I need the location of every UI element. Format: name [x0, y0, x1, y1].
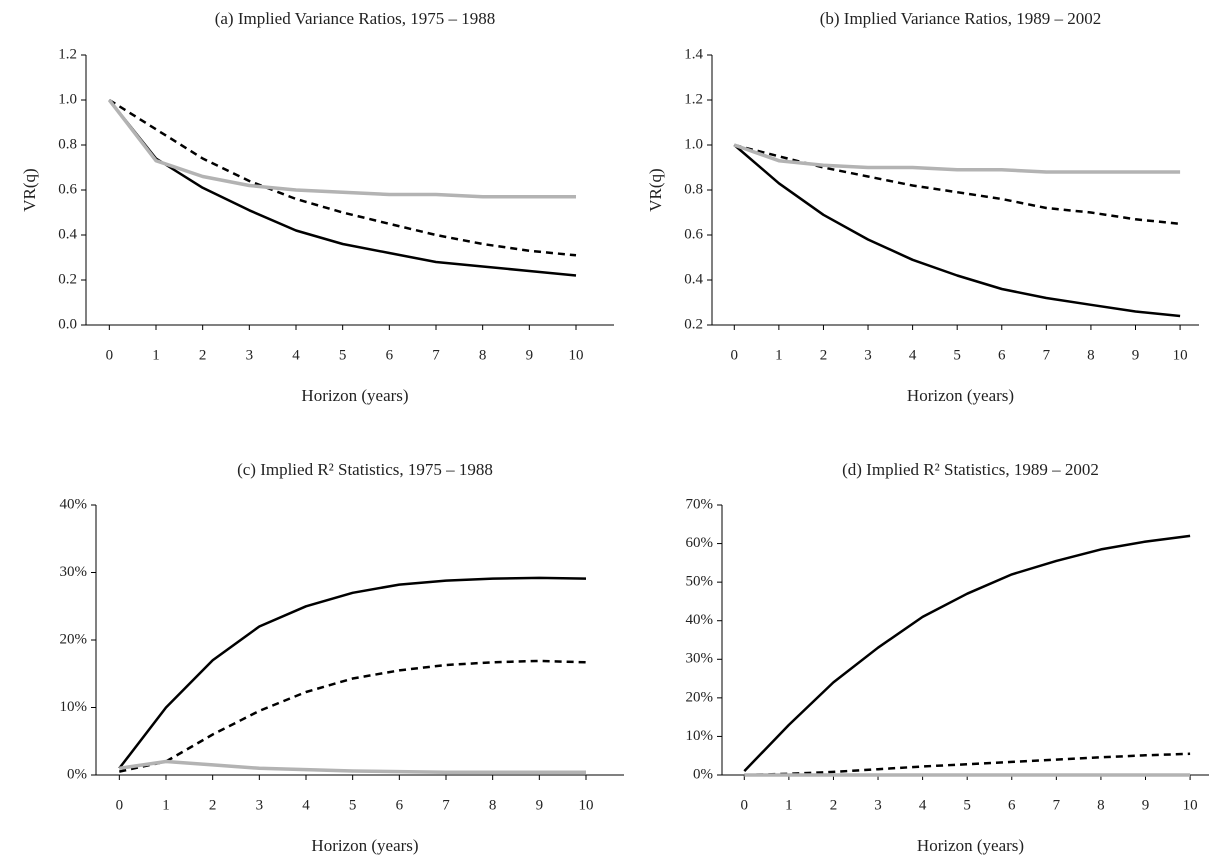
x-tick-label: 5 [339, 347, 347, 363]
x-tick-label: 3 [864, 347, 872, 363]
y-tick-label: 0.8 [58, 136, 77, 152]
y-tick-label: 20% [686, 689, 714, 705]
y-tick-label: 0.2 [58, 271, 77, 287]
y-axis-label: VR(q) [20, 168, 39, 211]
y-tick-label: 1.0 [58, 91, 77, 107]
x-tick-label: 3 [246, 347, 254, 363]
chart-title: (b) Implied Variance Ratios, 1989 – 2002 [820, 9, 1102, 28]
y-tick-label: 20% [60, 631, 88, 647]
series-line [733, 144, 1181, 318]
series-line [108, 99, 577, 277]
x-tick-label: 7 [432, 347, 440, 363]
series-line [107, 98, 576, 199]
x-tick-label: 4 [292, 347, 300, 363]
x-tick-label: 3 [874, 797, 882, 813]
x-tick-label: 7 [1053, 797, 1061, 813]
x-tick-label: 10 [579, 797, 594, 813]
y-tick-label: 30% [686, 651, 714, 667]
y-axis-label: VR(q) [646, 168, 665, 211]
x-tick-label: 0 [741, 797, 749, 813]
series-line [744, 752, 1191, 777]
y-tick-label: 0.4 [684, 271, 703, 287]
y-tick-label: 60% [686, 535, 714, 551]
x-tick-label: 6 [998, 347, 1006, 363]
x-tick-label: 0 [106, 347, 114, 363]
x-tick-label: 7 [442, 797, 450, 813]
y-tick-label: 0% [693, 766, 713, 782]
x-tick-label: 8 [1087, 347, 1095, 363]
x-tick-label: 5 [963, 797, 971, 813]
x-tick-label: 4 [919, 797, 927, 813]
x-tick-label: 10 [1173, 347, 1188, 363]
x-tick-label: 0 [116, 797, 124, 813]
y-tick-label: 40% [686, 612, 714, 628]
y-tick-label: 0.6 [684, 226, 703, 242]
y-tick-label: 1.2 [58, 46, 77, 62]
x-tick-label: 5 [953, 347, 961, 363]
y-tick-label: 0.6 [58, 181, 77, 197]
y-tick-label: 0% [67, 766, 87, 782]
chart-title: (c) Implied R² Statistics, 1975 – 1988 [237, 460, 493, 479]
series-line [119, 759, 586, 775]
x-tick-label: 6 [396, 797, 404, 813]
x-tick-label: 3 [256, 797, 264, 813]
x-tick-label: 1 [162, 797, 170, 813]
x-tick-label: 9 [526, 347, 534, 363]
x-tick-label: 5 [349, 797, 357, 813]
y-tick-label: 50% [686, 574, 714, 590]
x-tick-label: 7 [1043, 347, 1051, 363]
y-tick-label: 0.2 [684, 316, 703, 332]
series-line [743, 534, 1191, 772]
y-tick-label: 70% [686, 496, 714, 512]
x-tick-label: 10 [569, 347, 584, 363]
y-tick-label: 1.4 [684, 46, 703, 62]
y-tick-label: 10% [60, 699, 88, 715]
x-tick-label: 1 [775, 347, 783, 363]
x-tick-label: 2 [820, 347, 828, 363]
x-axis-label: Horizon (years) [301, 386, 408, 405]
y-tick-label: 10% [686, 728, 714, 744]
y-tick-label: 0.0 [58, 316, 77, 332]
y-tick-label: 0.4 [58, 226, 77, 242]
x-tick-label: 8 [489, 797, 497, 813]
x-axis-label: Horizon (years) [311, 836, 418, 855]
y-tick-label: 30% [60, 564, 88, 580]
series-line [733, 143, 1181, 226]
x-tick-label: 4 [302, 797, 310, 813]
x-tick-label: 0 [731, 347, 739, 363]
x-axis-label: Horizon (years) [917, 836, 1024, 855]
y-tick-label: 40% [60, 496, 88, 512]
x-tick-label: 4 [909, 347, 917, 363]
x-tick-label: 1 [152, 347, 160, 363]
x-tick-label: 9 [1142, 797, 1150, 813]
chart-title: (a) Implied Variance Ratios, 1975 – 1988 [215, 9, 496, 28]
x-tick-label: 2 [209, 797, 217, 813]
x-tick-label: 6 [386, 347, 394, 363]
x-tick-label: 10 [1183, 797, 1198, 813]
series-line [119, 659, 587, 773]
x-tick-label: 1 [785, 797, 793, 813]
x-tick-label: 9 [1132, 347, 1140, 363]
series-line [108, 98, 577, 257]
x-tick-label: 8 [1097, 797, 1105, 813]
y-tick-label: 1.0 [684, 136, 703, 152]
series-line [118, 576, 587, 770]
x-tick-label: 2 [199, 347, 207, 363]
series-line [733, 143, 1181, 174]
x-tick-label: 8 [479, 347, 487, 363]
x-tick-label: 9 [536, 797, 544, 813]
x-tick-label: 2 [830, 797, 838, 813]
x-tick-label: 6 [1008, 797, 1016, 813]
y-tick-label: 0.8 [684, 181, 703, 197]
y-tick-label: 1.2 [684, 91, 703, 107]
x-axis-label: Horizon (years) [907, 386, 1014, 405]
chart-title: (d) Implied R² Statistics, 1989 – 2002 [842, 460, 1099, 479]
